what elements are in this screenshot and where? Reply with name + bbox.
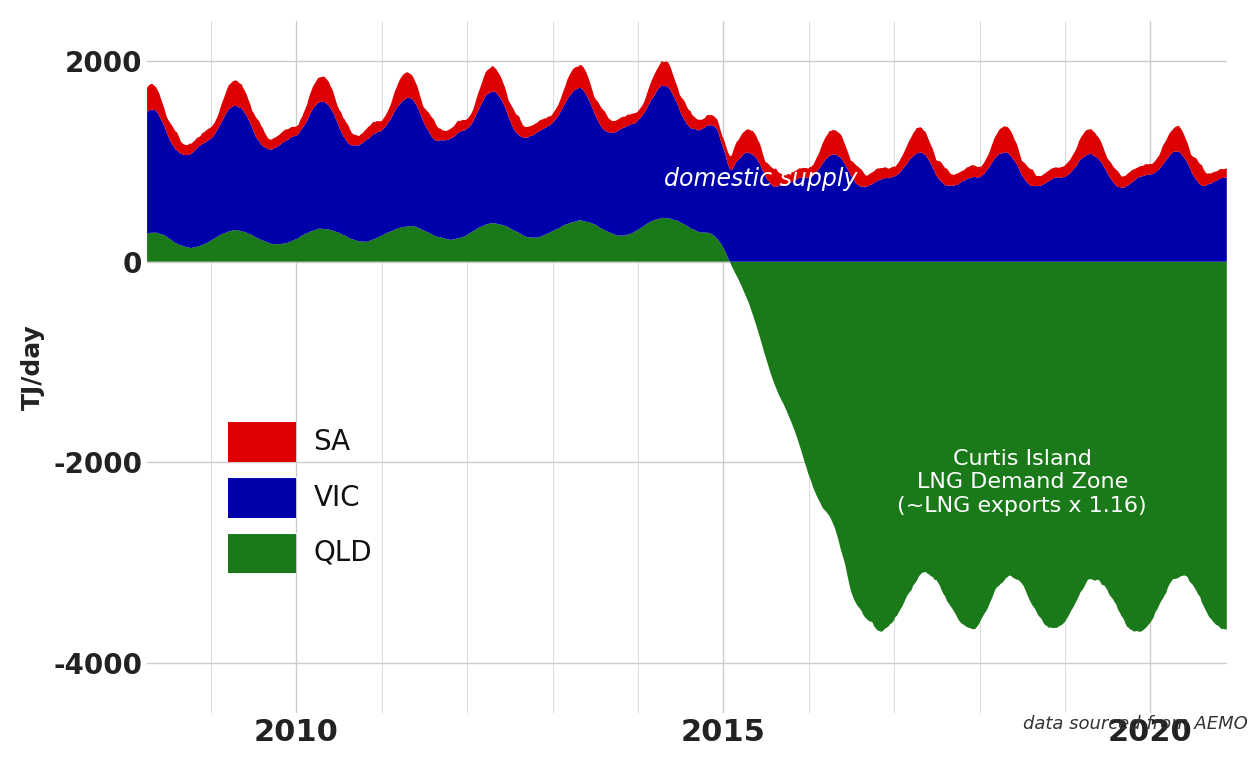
Text: Curtis Island
LNG Demand Zone
(~LNG exports x 1.16): Curtis Island LNG Demand Zone (~LNG expo… (897, 449, 1147, 515)
Text: domestic supply: domestic supply (664, 167, 857, 191)
Text: data sourced from AEMO and Gladstone Port Authority: data sourced from AEMO and Gladstone Por… (1023, 716, 1248, 733)
Text: SA: SA (313, 429, 351, 456)
Text: QLD: QLD (313, 538, 372, 567)
Y-axis label: TJ/day: TJ/day (21, 324, 45, 410)
Text: VIC: VIC (313, 484, 361, 511)
